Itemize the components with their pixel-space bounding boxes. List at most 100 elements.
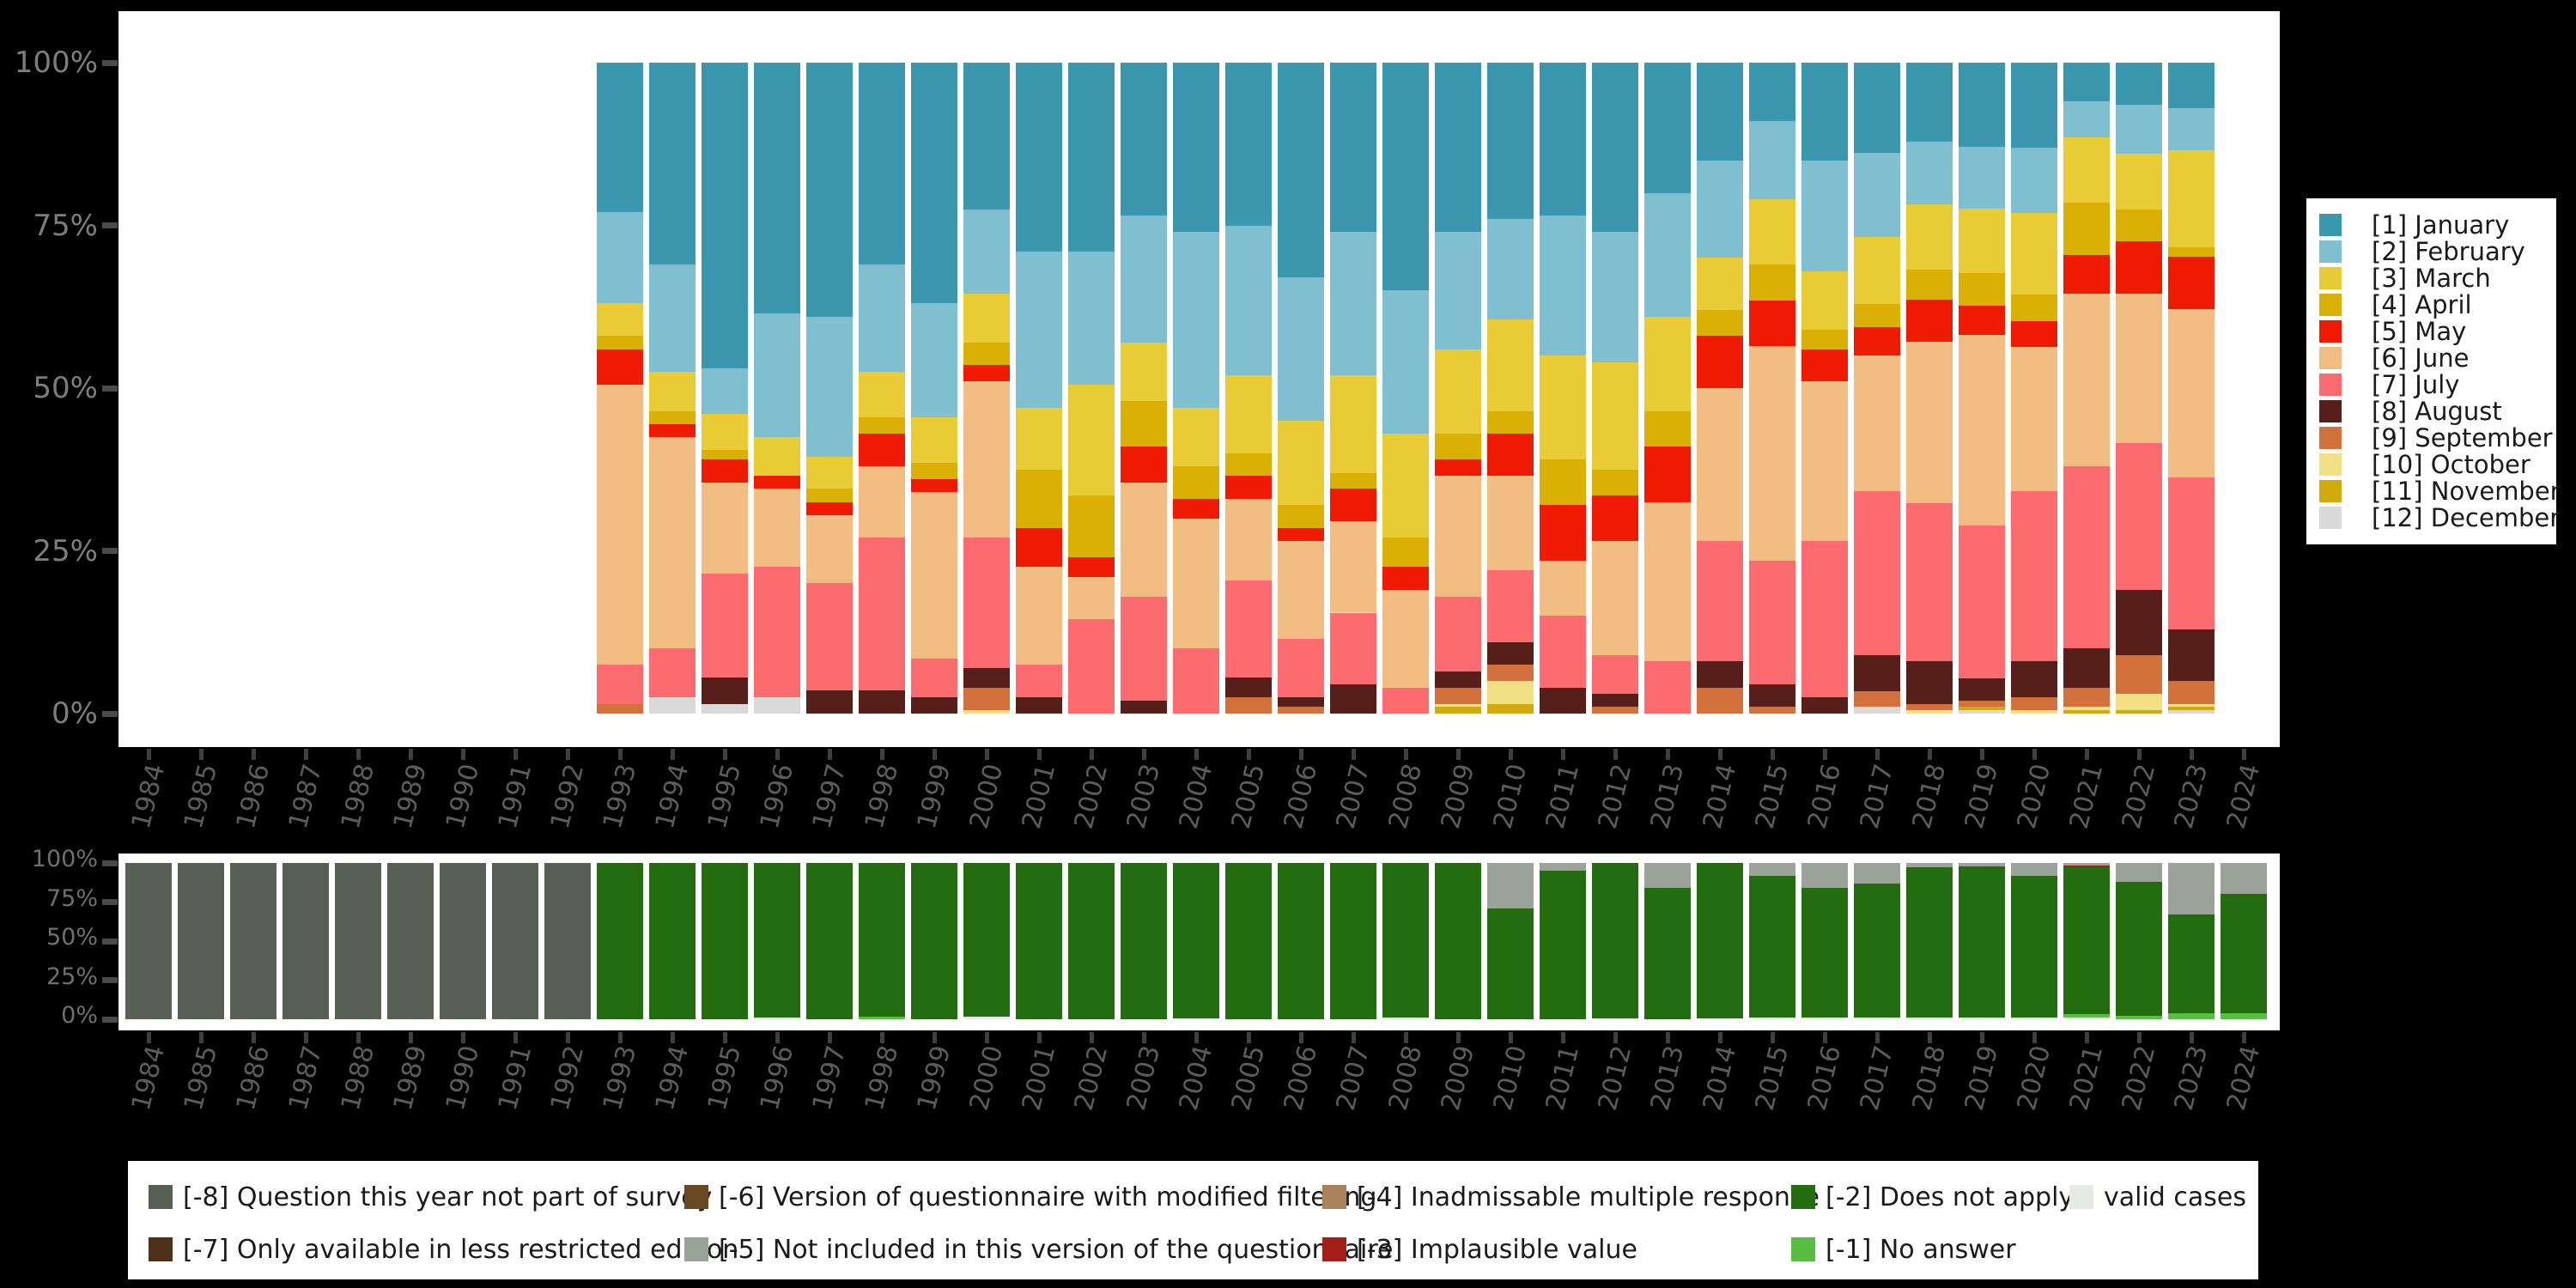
x-tick-label: 1988 bbox=[335, 1042, 381, 1114]
x-tick-mark bbox=[1560, 1032, 1565, 1043]
x-tick-mark bbox=[408, 1032, 413, 1043]
legend-label: [-4] Inadmissable multiple response bbox=[1357, 1182, 1820, 1212]
x-tick-label: 1987 bbox=[283, 1042, 329, 1114]
x-tick-mark bbox=[303, 749, 308, 760]
legend-swatch bbox=[2319, 213, 2342, 236]
x-tick-mark bbox=[1770, 749, 1775, 760]
legend-item: [6] June bbox=[2319, 343, 2469, 373]
y-tick-label: 75% bbox=[33, 208, 98, 243]
legend-item: [9] September bbox=[2319, 423, 2553, 453]
x-tick-label: 2020 bbox=[2011, 761, 2057, 832]
x-tick-mark bbox=[460, 1032, 465, 1043]
x-tick-mark bbox=[2241, 749, 2246, 760]
legend-swatch bbox=[2319, 453, 2342, 476]
x-tick-label: 1984 bbox=[125, 761, 172, 832]
x-tick-label: 2021 bbox=[2063, 1042, 2110, 1114]
legend-item: [-1] No answer bbox=[1791, 1235, 2016, 1265]
legend-swatch bbox=[1791, 1185, 1815, 1209]
x-tick-mark bbox=[1874, 1032, 1880, 1043]
x-tick-mark bbox=[1194, 749, 1199, 760]
x-tick-mark bbox=[513, 749, 518, 760]
legend-item: [-2] Does not apply bbox=[1791, 1182, 2075, 1212]
x-tick-label: 2019 bbox=[1959, 761, 2005, 832]
x-tick-mark bbox=[146, 1032, 151, 1043]
x-tick-mark bbox=[1246, 1032, 1251, 1043]
x-tick-label: 2014 bbox=[1697, 1042, 1743, 1114]
x-tick-mark bbox=[1613, 749, 1618, 760]
legend-swatch bbox=[2319, 319, 2342, 343]
x-tick-label: 2021 bbox=[2063, 761, 2110, 832]
x-tick-mark bbox=[1508, 1032, 1513, 1043]
x-tick-label: 1997 bbox=[806, 761, 853, 832]
x-tick-label: 2004 bbox=[1173, 761, 1219, 832]
x-tick-label: 1992 bbox=[544, 761, 591, 832]
legend-label: [11] November bbox=[2372, 476, 2561, 506]
x-tick-mark bbox=[775, 749, 780, 760]
x-tick-label: 2010 bbox=[1487, 1042, 1534, 1114]
y-tick-label: 25% bbox=[46, 963, 98, 990]
month-legend: [1] January [2] February [3] March [4] Apri… bbox=[2306, 198, 2561, 544]
x-tick-label: 2003 bbox=[1121, 761, 1167, 832]
legend-swatch bbox=[1791, 1237, 1815, 1261]
x-tick-mark bbox=[879, 1032, 884, 1043]
x-tick-label: 2002 bbox=[1068, 1042, 1115, 1114]
x-tick-mark bbox=[1822, 1032, 1827, 1043]
x-tick-mark bbox=[1089, 1032, 1094, 1043]
x-tick-mark bbox=[198, 1032, 204, 1043]
legend-item: [8] August bbox=[2319, 397, 2502, 426]
x-tick-mark bbox=[1979, 749, 1984, 760]
y-tick-mark bbox=[102, 710, 118, 717]
legend-item: [10] October bbox=[2319, 450, 2530, 479]
x-tick-label: 1987 bbox=[283, 761, 329, 832]
x-tick-label: 2013 bbox=[1644, 761, 1691, 832]
y-tick-mark bbox=[102, 548, 118, 554]
x-tick-mark bbox=[1455, 1032, 1461, 1043]
legend-item: [7] July bbox=[2319, 370, 2459, 399]
legend-label: [-8] Question this year not part of surv… bbox=[183, 1182, 713, 1212]
legend-item: [2] February bbox=[2319, 236, 2525, 266]
x-tick-label: 2011 bbox=[1540, 761, 1586, 832]
legend-label: [1] January bbox=[2372, 210, 2510, 240]
x-tick-label: 2015 bbox=[1749, 1042, 1795, 1114]
x-tick-label: 2016 bbox=[1801, 761, 1848, 832]
x-tick-mark bbox=[670, 749, 675, 760]
x-tick-mark bbox=[1822, 749, 1827, 760]
x-tick-mark bbox=[1927, 749, 1932, 760]
x-tick-mark bbox=[1455, 749, 1461, 760]
x-tick-label: 2009 bbox=[1435, 1042, 1481, 1114]
x-tick-mark bbox=[303, 1032, 308, 1043]
x-tick-mark bbox=[355, 749, 361, 760]
legend-label: [-1] No answer bbox=[1826, 1234, 2016, 1265]
x-tick-label: 2012 bbox=[1592, 761, 1638, 832]
x-tick-mark bbox=[1089, 749, 1094, 760]
legend-item: [5] May bbox=[2319, 317, 2466, 346]
x-tick-label: 2001 bbox=[1016, 1042, 1062, 1114]
y-tick-label: 50% bbox=[46, 924, 98, 951]
x-tick-label: 1999 bbox=[911, 1042, 957, 1114]
x-tick-mark bbox=[565, 1032, 570, 1043]
x-tick-label: 1990 bbox=[440, 761, 486, 832]
x-tick-label: 1991 bbox=[492, 1042, 538, 1114]
legend-item: [-7] Only available in less restricted e… bbox=[149, 1235, 738, 1265]
x-tick-label: 1999 bbox=[911, 761, 957, 832]
legend-item: [-5] Not included in this version of the… bbox=[684, 1235, 1394, 1265]
x-tick-mark bbox=[1665, 1032, 1670, 1043]
y-tick-label: 50% bbox=[33, 371, 98, 405]
legend-swatch bbox=[2319, 346, 2342, 369]
legend-item: [11] November bbox=[2319, 476, 2561, 506]
x-tick-label: 2012 bbox=[1592, 1042, 1638, 1114]
x-tick-label: 2004 bbox=[1173, 1042, 1219, 1114]
legend-label: [2] February bbox=[2372, 236, 2525, 266]
x-tick-mark bbox=[2084, 749, 2089, 760]
y-tick-mark bbox=[102, 938, 118, 945]
legend-label: [-6] Version of questionnaire with modif… bbox=[719, 1182, 1377, 1212]
x-tick-mark bbox=[513, 1032, 518, 1043]
x-tick-label: 2022 bbox=[2116, 1042, 2162, 1114]
x-tick-mark bbox=[1351, 749, 1356, 760]
legend-label: [12] December bbox=[2372, 502, 2561, 532]
y-tick-mark bbox=[102, 222, 118, 228]
x-tick-label: 2003 bbox=[1121, 1042, 1167, 1114]
month-chart-panel bbox=[118, 11, 2280, 747]
legend-label: [-2] Does not apply bbox=[1826, 1182, 2075, 1212]
x-tick-mark bbox=[984, 1032, 989, 1043]
